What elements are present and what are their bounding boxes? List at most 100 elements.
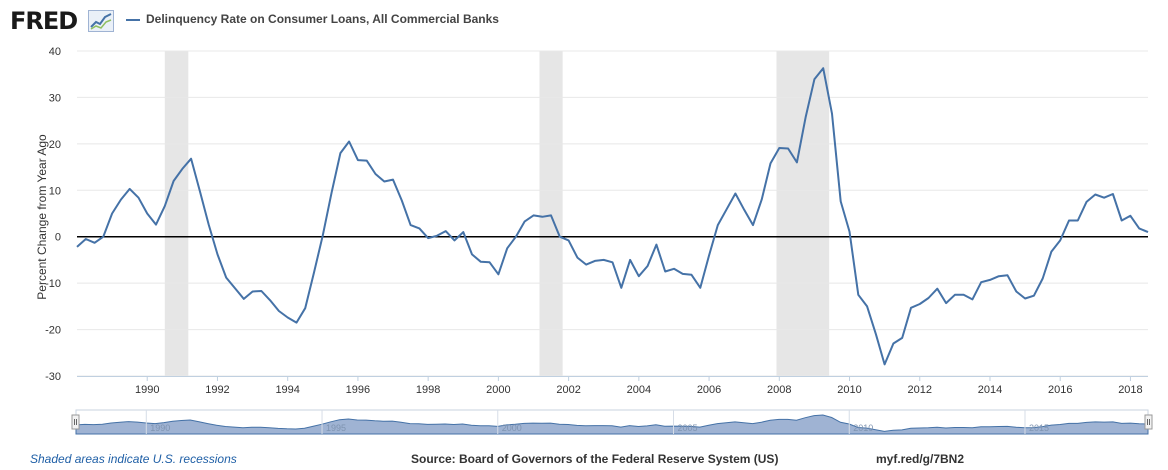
data-point — [751, 223, 755, 227]
data-point — [619, 286, 623, 290]
data-point — [628, 258, 632, 262]
x-tick-label: 2018 — [1118, 384, 1142, 396]
data-point — [242, 297, 246, 301]
data-point — [374, 172, 378, 176]
data-point — [804, 115, 808, 119]
data-point — [338, 151, 342, 155]
data-point — [1137, 226, 1141, 230]
navigator-right-handle[interactable] — [1144, 414, 1153, 430]
y-tick-label: 0 — [55, 232, 61, 244]
recession-band — [164, 51, 189, 376]
data-point — [426, 236, 430, 240]
series-line[interactable] — [76, 67, 1149, 366]
data-point — [830, 112, 834, 116]
source-text[interactable]: Source: Board of Governors of the Federa… — [411, 452, 779, 466]
data-point — [128, 187, 132, 191]
data-point — [979, 280, 983, 284]
data-point — [356, 158, 360, 162]
data-point — [611, 260, 615, 264]
data-point — [523, 219, 527, 223]
y-tick-label: 10 — [49, 185, 61, 197]
navigator-year-label: 1990 — [150, 423, 170, 433]
data-point — [637, 274, 641, 278]
x-tick-label: 1996 — [346, 384, 370, 396]
data-point — [795, 160, 799, 164]
y-tick-label: -10 — [45, 278, 61, 290]
data-point — [365, 159, 369, 163]
x-tick-label: 1998 — [416, 384, 440, 396]
gridlines — [77, 50, 1148, 377]
data-point — [259, 289, 263, 293]
y-tick-label: 20 — [49, 139, 61, 151]
data-point — [742, 208, 746, 212]
data-point — [1093, 193, 1097, 197]
data-point — [1058, 238, 1062, 242]
data-point — [110, 212, 114, 216]
data-point — [470, 252, 474, 256]
data-point — [488, 260, 492, 264]
x-tick-label: 2016 — [1048, 384, 1072, 396]
range-navigator[interactable]: 1990 1995 2000 2005 2010 2015 — [71, 409, 1153, 435]
data-point — [549, 213, 553, 217]
data-point — [970, 297, 974, 301]
data-point — [479, 260, 483, 264]
data-point — [839, 199, 843, 203]
data-point — [154, 223, 158, 227]
data-point — [891, 342, 895, 346]
data-point — [733, 192, 737, 196]
data-point — [558, 235, 562, 239]
y-axis-ticks: 40 30 20 10 0 -10 -20 -30 — [45, 46, 61, 383]
data-point — [777, 146, 781, 150]
chart-legend[interactable]: Delinquency Rate on Consumer Loans, All … — [126, 12, 499, 26]
legend-line-swatch — [126, 18, 140, 21]
navigator-left-handle[interactable] — [71, 414, 80, 430]
data-point — [690, 273, 694, 277]
x-tick-label: 2004 — [627, 384, 651, 396]
data-point — [1023, 297, 1027, 301]
data-point — [391, 178, 395, 182]
x-tick-label: 2006 — [697, 384, 721, 396]
data-point — [409, 223, 413, 227]
data-point — [277, 309, 281, 313]
data-point — [707, 253, 711, 257]
data-point — [505, 246, 509, 250]
data-point — [953, 293, 957, 297]
data-point — [207, 223, 211, 227]
data-point — [1014, 290, 1018, 294]
x-tick-label: 1992 — [205, 384, 229, 396]
data-point — [1128, 214, 1132, 218]
data-point — [918, 302, 922, 306]
fred-chart-icon — [88, 10, 114, 32]
data-point — [681, 272, 685, 276]
data-point — [865, 304, 869, 308]
data-point — [444, 229, 448, 233]
data-point — [137, 196, 141, 200]
recession-note: Shaded areas indicate U.S. recessions — [30, 452, 237, 466]
data-point — [461, 230, 465, 234]
x-tick-label: 2014 — [978, 384, 1002, 396]
data-point — [532, 213, 536, 217]
data-point — [84, 237, 88, 241]
data-point — [698, 286, 702, 290]
y-tick-label: -20 — [45, 325, 61, 337]
data-point — [321, 233, 325, 237]
short-url-link[interactable]: myf.red/g/7BN2 — [876, 452, 965, 466]
data-point — [400, 199, 404, 203]
data-point — [584, 263, 588, 267]
data-point — [93, 241, 97, 245]
x-tick-label: 2002 — [556, 384, 580, 396]
series-points — [75, 66, 1150, 366]
data-point — [962, 293, 966, 297]
data-point — [198, 189, 202, 193]
fred-logo[interactable]: FRED — [10, 7, 78, 35]
data-point — [874, 332, 878, 336]
data-point — [663, 270, 667, 274]
data-point — [848, 230, 852, 234]
data-point — [224, 276, 228, 280]
data-point — [145, 212, 149, 216]
data-point — [646, 264, 650, 268]
data-point — [927, 296, 931, 300]
data-point — [180, 167, 184, 171]
x-tick-label: 1990 — [135, 384, 159, 396]
